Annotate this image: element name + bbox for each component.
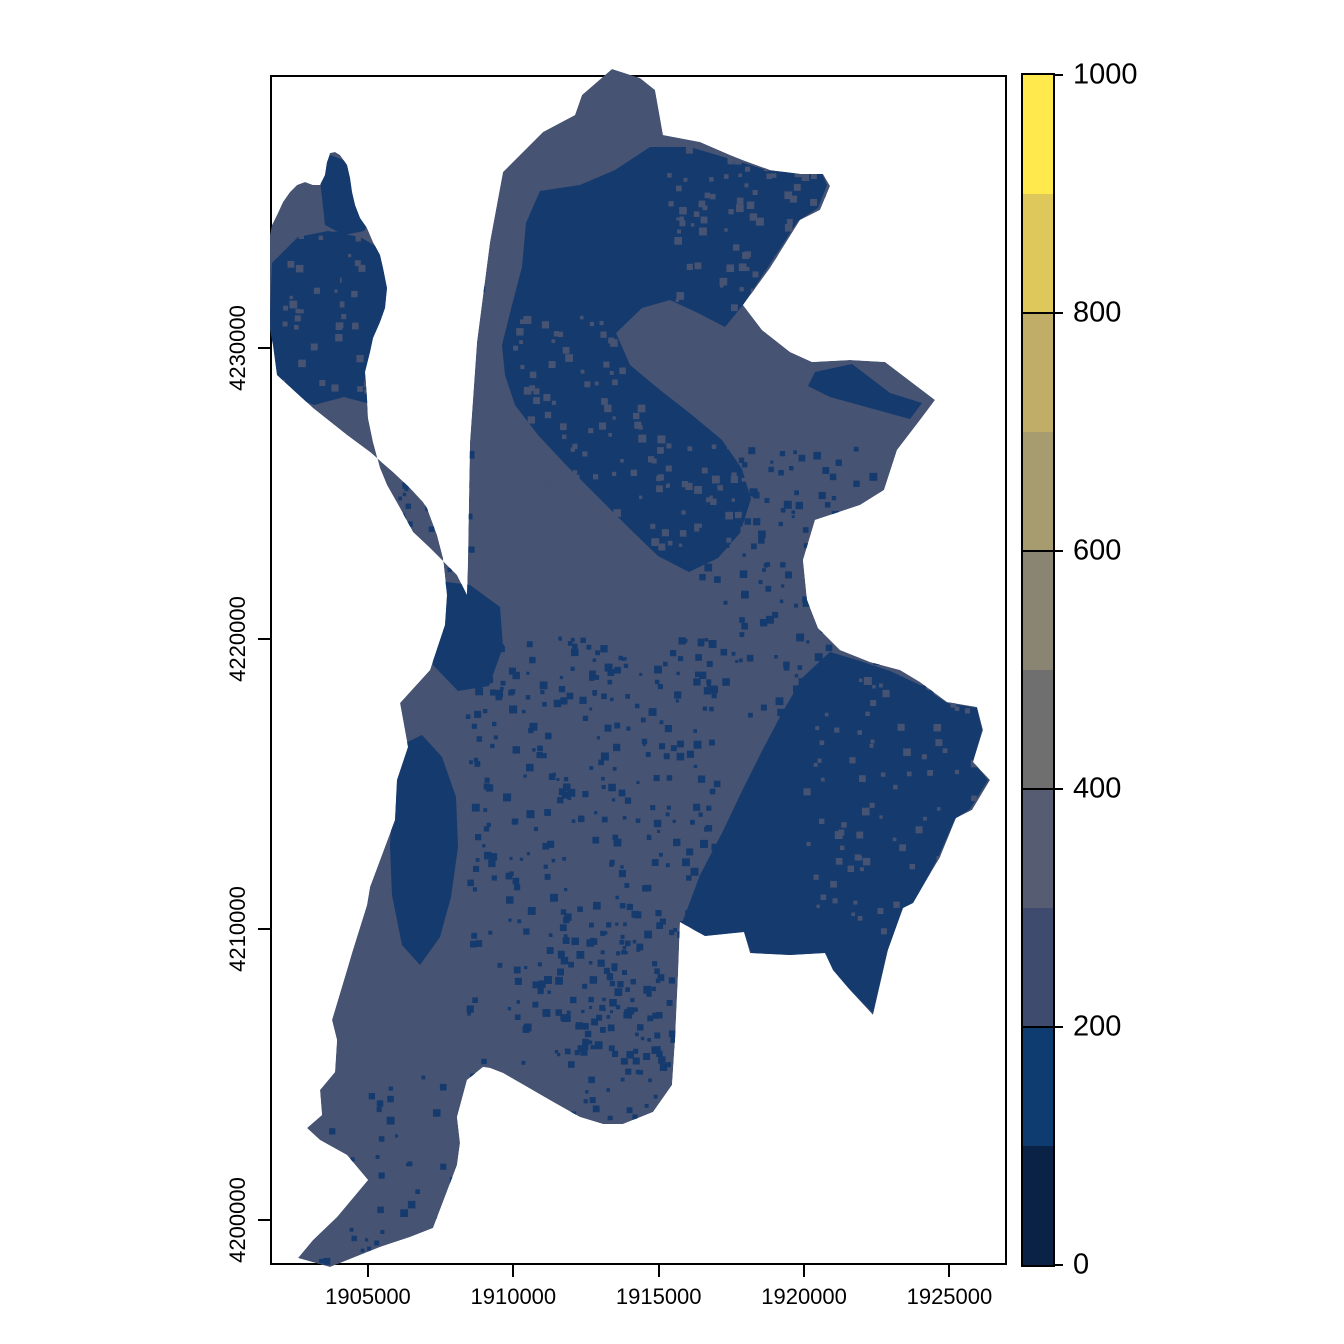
- region-mid-elevation-fill: [270, 69, 990, 1267]
- legend-tick: [1053, 312, 1063, 314]
- y-axis-tick-label: 4220000: [225, 595, 250, 682]
- legend-colorbar: [1021, 73, 1055, 1267]
- legend-color-segment: [1023, 194, 1053, 313]
- x-axis-tick-label: 1925000: [906, 1284, 993, 1309]
- y-axis-tick: [258, 346, 270, 349]
- x-axis-tick-label: 1905000: [325, 1284, 411, 1309]
- legend-color-segment: [1023, 670, 1053, 789]
- x-axis-tick-label: 1915000: [615, 1284, 702, 1309]
- legend-tick-line: [1023, 788, 1053, 790]
- legend-color-segment: [1023, 908, 1053, 1027]
- legend-tick: [1053, 1264, 1063, 1266]
- legend-color-segment: [1023, 432, 1053, 551]
- legend-color-segment: [1023, 75, 1053, 194]
- x-axis-tick-label: 1920000: [761, 1284, 847, 1309]
- y-axis-tick-label: 4210000: [225, 886, 250, 973]
- legend-tick-line: [1023, 312, 1053, 314]
- x-axis-tick: [803, 1265, 806, 1277]
- legend-tick-line: [1023, 550, 1053, 552]
- y-axis-tick: [258, 637, 270, 640]
- legend-color-segment: [1023, 789, 1053, 908]
- legend-tick: [1053, 788, 1063, 790]
- y-axis-tick: [258, 1218, 270, 1221]
- legend-color-segment: [1023, 313, 1053, 432]
- x-axis-tick: [657, 1265, 660, 1277]
- raster-map: [270, 69, 990, 1267]
- legend-tick-label: 200: [1073, 1010, 1122, 1043]
- legend-tick: [1053, 1026, 1063, 1028]
- legend-color-segment: [1023, 1146, 1053, 1265]
- plot-area: [270, 69, 1007, 1267]
- legend-tick: [1053, 74, 1063, 76]
- legend-tick-label: 800: [1073, 296, 1122, 329]
- y-axis-tick-label: 4200000: [225, 1177, 250, 1263]
- legend-tick-label: 400: [1073, 772, 1122, 805]
- x-axis-tick-label: 1910000: [470, 1284, 557, 1309]
- legend-tick: [1053, 550, 1063, 552]
- y-axis-tick: [258, 928, 270, 931]
- legend-tick-label: 600: [1073, 534, 1122, 567]
- x-axis-tick: [512, 1265, 515, 1277]
- legend-color-segment: [1023, 1027, 1053, 1146]
- legend-tick-label: 1000: [1073, 58, 1138, 91]
- x-axis-tick: [366, 1265, 369, 1277]
- y-axis-tick-label: 4230000: [225, 305, 250, 391]
- x-axis-tick: [948, 1265, 951, 1277]
- legend-color-segment: [1023, 551, 1053, 670]
- legend-tick-label: 0: [1073, 1248, 1090, 1281]
- legend-tick-line: [1023, 1026, 1053, 1028]
